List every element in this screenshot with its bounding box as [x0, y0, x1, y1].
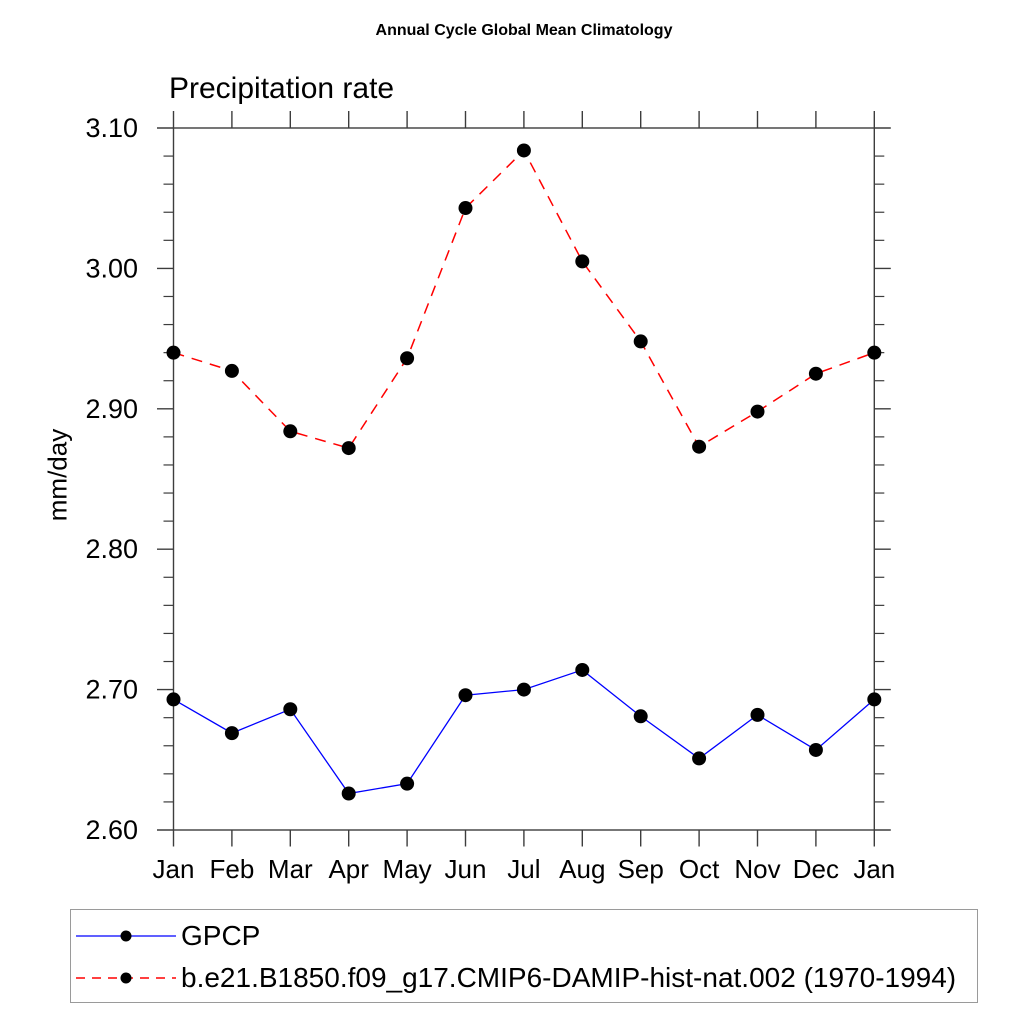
- y-tick-label: 2.60: [85, 815, 138, 845]
- x-tick-label: Apr: [328, 854, 369, 884]
- x-tick-label: Jan: [153, 854, 195, 884]
- legend-row-gpcp: GPCP: [76, 915, 977, 957]
- x-tick-label: Dec: [793, 854, 839, 884]
- data-point-model: [224, 363, 239, 378]
- legend-sample-marker: [120, 930, 132, 942]
- legend: GPCP b.e21.B1850.f09_g17.CMIP6-DAMIP-his…: [70, 909, 978, 1003]
- data-point-model: [400, 351, 415, 366]
- y-tick-label: 2.90: [85, 394, 138, 424]
- data-point-gpcp: [633, 709, 648, 724]
- legend-line-sample-dashed-icon: [76, 972, 176, 984]
- x-tick-label: Feb: [209, 854, 254, 884]
- data-point-gpcp: [166, 692, 181, 707]
- data-point-model: [692, 439, 707, 454]
- data-point-gpcp: [808, 742, 823, 757]
- x-tick-label: Jan: [853, 854, 895, 884]
- data-point-model: [575, 254, 590, 269]
- y-tick-label: 2.70: [85, 675, 138, 705]
- data-point-gpcp: [867, 692, 882, 707]
- data-point-model: [166, 345, 181, 360]
- data-point-model: [633, 334, 648, 349]
- x-tick-label: Sep: [618, 854, 664, 884]
- chart-title: Annual Cycle Global Mean Climatology: [375, 22, 673, 39]
- plot-frame: [172, 127, 875, 831]
- y-tick-label: 2.80: [85, 534, 138, 564]
- legend-row-model: b.e21.B1850.f09_g17.CMIP6-DAMIP-hist-nat…: [76, 957, 977, 999]
- y-tick-label: 3.00: [85, 253, 138, 283]
- data-point-gpcp: [224, 726, 239, 741]
- x-tick-label: Nov: [734, 854, 780, 884]
- legend-sample-marker: [120, 972, 132, 984]
- chart-subtitle: Precipitation rate: [169, 72, 395, 105]
- x-tick-label: Jun: [445, 854, 487, 884]
- data-point-gpcp: [692, 751, 707, 766]
- x-tick-label: Jul: [507, 854, 540, 884]
- data-point-gpcp: [341, 786, 356, 801]
- legend-label-model: b.e21.B1850.f09_g17.CMIP6-DAMIP-hist-nat…: [181, 962, 957, 993]
- data-point-gpcp: [283, 702, 298, 717]
- x-tick-label: Oct: [679, 854, 720, 884]
- data-point-model: [516, 143, 531, 158]
- legend-line-sample-solid-icon: [76, 930, 176, 942]
- x-tick-label: May: [383, 854, 432, 884]
- data-point-gpcp: [750, 707, 765, 722]
- series-line-model: [173, 149, 875, 449]
- x-tick-label: Mar: [268, 854, 313, 884]
- data-point-gpcp: [458, 688, 473, 703]
- data-point-model: [341, 441, 356, 456]
- data-point-model: [283, 424, 298, 439]
- data-point-model: [458, 201, 473, 216]
- data-point-gpcp: [575, 662, 590, 677]
- data-point-model: [867, 345, 882, 360]
- y-tick-label: 3.10: [85, 113, 138, 143]
- data-point-model: [750, 404, 765, 419]
- data-point-gpcp: [400, 776, 415, 791]
- x-tick-label: Aug: [559, 854, 605, 884]
- data-point-gpcp: [516, 682, 531, 697]
- data-point-model: [808, 366, 823, 381]
- legend-label-gpcp: GPCP: [181, 920, 261, 951]
